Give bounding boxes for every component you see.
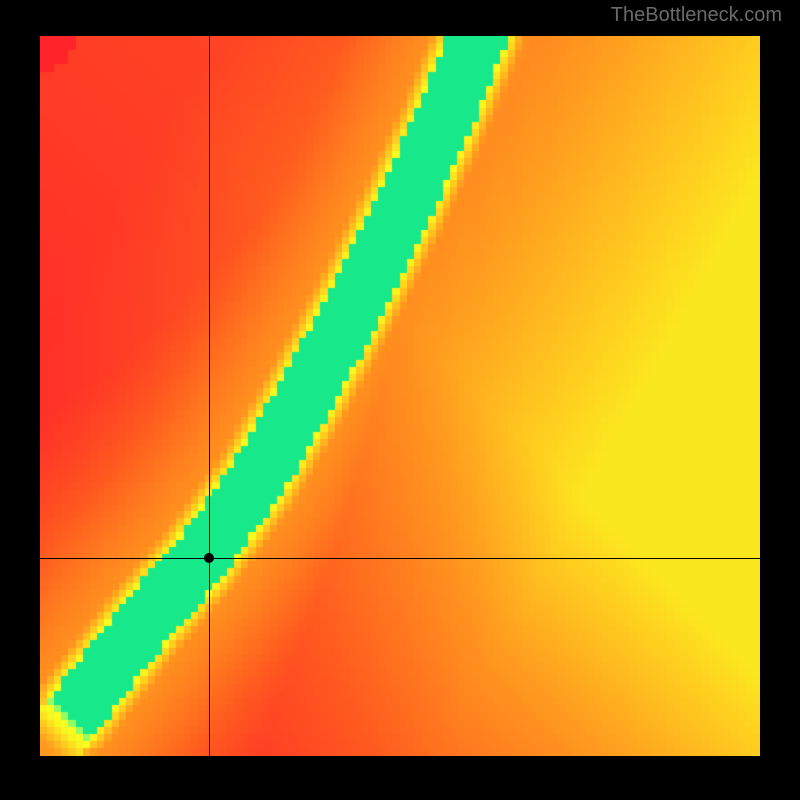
heatmap-plot — [40, 36, 760, 756]
marker-dot — [204, 553, 214, 563]
crosshair-horizontal — [40, 558, 760, 559]
watermark-text: TheBottleneck.com — [611, 4, 782, 27]
heatmap-canvas — [40, 36, 760, 756]
crosshair-vertical — [209, 36, 210, 756]
